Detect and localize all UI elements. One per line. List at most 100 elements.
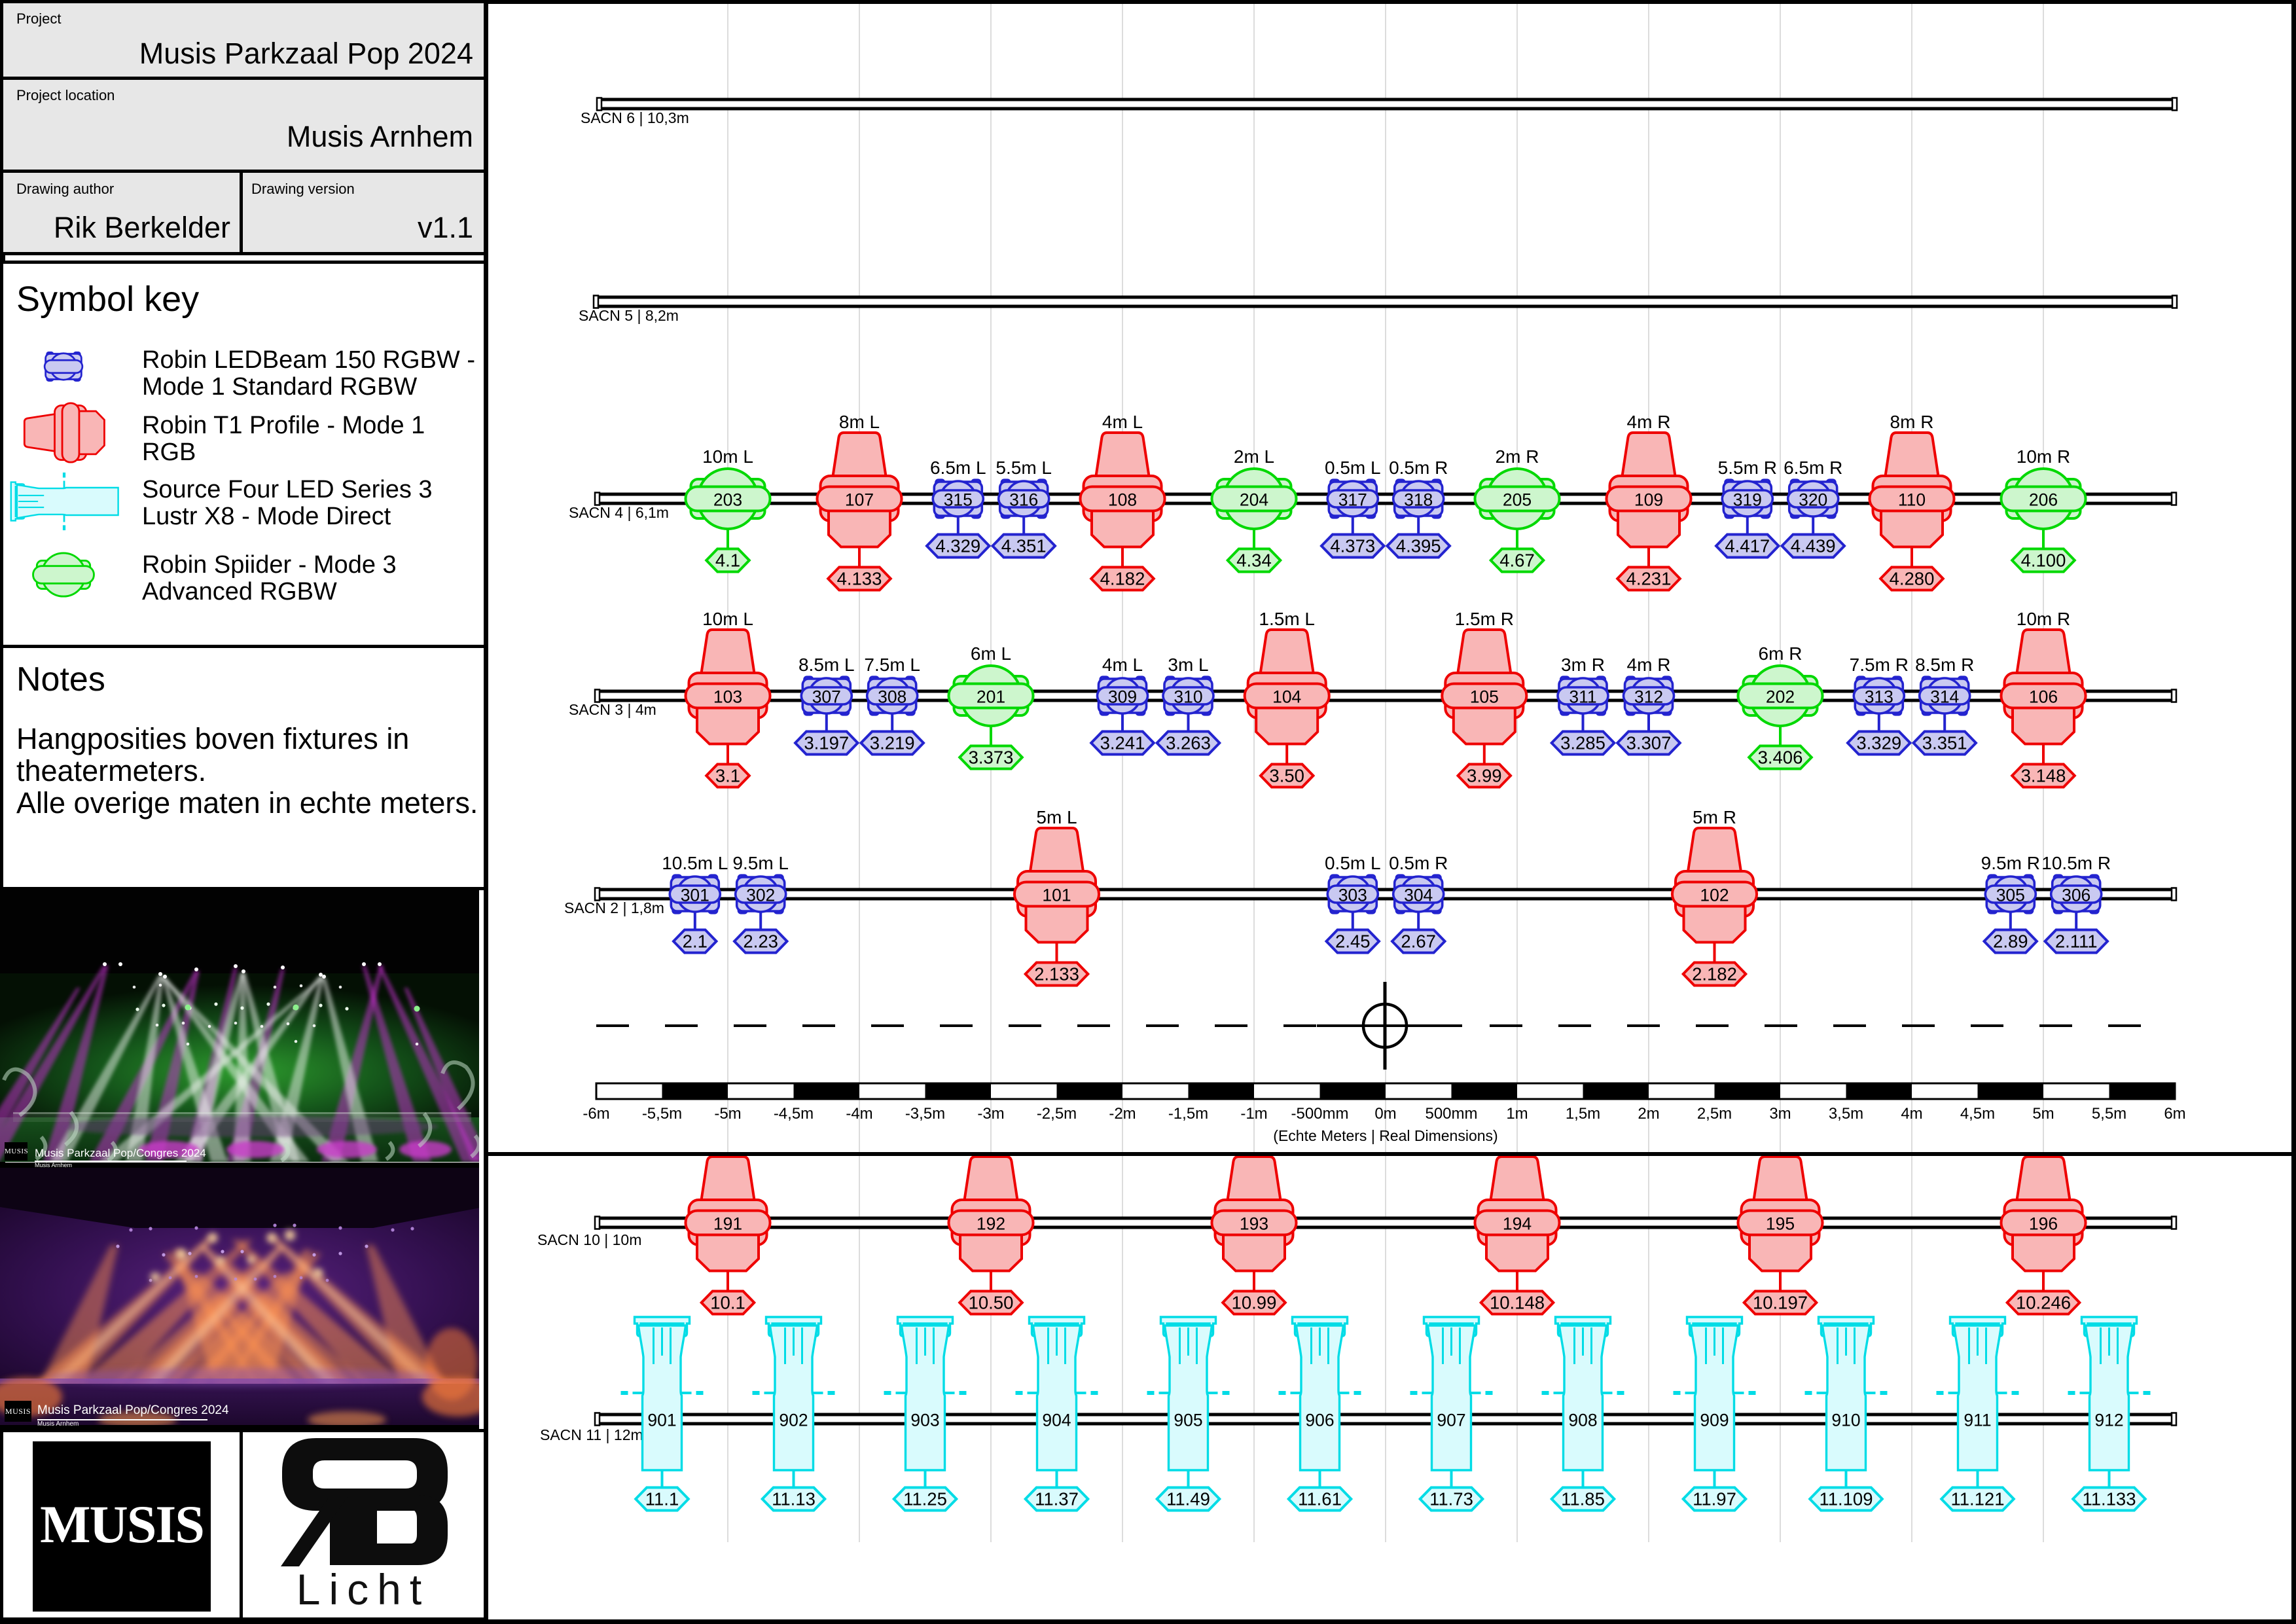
svg-text:11.97: 11.97 bbox=[1693, 1489, 1736, 1509]
svg-text:106: 106 bbox=[2029, 687, 2058, 707]
svg-text:317: 317 bbox=[1338, 490, 1367, 510]
svg-text:4.182: 4.182 bbox=[1100, 569, 1145, 589]
svg-text:908: 908 bbox=[1568, 1411, 1597, 1430]
svg-text:10.99: 10.99 bbox=[1232, 1293, 1277, 1313]
svg-text:-2,5m: -2,5m bbox=[1037, 1105, 1077, 1123]
svg-text:4,5m: 4,5m bbox=[1960, 1105, 1995, 1123]
svg-text:10.5m R: 10.5m R bbox=[2041, 853, 2111, 873]
svg-text:194: 194 bbox=[1503, 1214, 1532, 1234]
svg-text:316: 316 bbox=[1009, 490, 1038, 510]
svg-text:7.5m R: 7.5m R bbox=[1850, 655, 1909, 675]
svg-text:101: 101 bbox=[1042, 886, 1071, 905]
svg-text:-4,5m: -4,5m bbox=[774, 1105, 814, 1123]
svg-text:910: 910 bbox=[1831, 1411, 1860, 1430]
svg-text:103: 103 bbox=[713, 687, 742, 707]
svg-text:4.373: 4.373 bbox=[1330, 536, 1375, 556]
svg-text:11.73: 11.73 bbox=[1429, 1489, 1473, 1509]
svg-text:2.89: 2.89 bbox=[1993, 931, 2028, 952]
svg-text:4.417: 4.417 bbox=[1725, 536, 1770, 556]
svg-text:0.5m R: 0.5m R bbox=[1389, 458, 1448, 478]
svg-text:2.45: 2.45 bbox=[1335, 931, 1371, 952]
svg-text:195: 195 bbox=[1766, 1214, 1795, 1234]
svg-text:8.5m R: 8.5m R bbox=[1915, 655, 1974, 675]
svg-text:301: 301 bbox=[681, 886, 709, 905]
svg-text:902: 902 bbox=[779, 1411, 808, 1430]
svg-text:4.67: 4.67 bbox=[1499, 550, 1535, 571]
svg-text:3.285: 3.285 bbox=[1560, 733, 1605, 753]
svg-text:10m R: 10m R bbox=[2017, 609, 2070, 629]
svg-text:(Echte Meters | Real Dimension: (Echte Meters | Real Dimensions) bbox=[1273, 1127, 1498, 1144]
svg-text:11.61: 11.61 bbox=[1298, 1489, 1342, 1509]
svg-text:4.351: 4.351 bbox=[1001, 536, 1047, 556]
svg-text:5m L: 5m L bbox=[1036, 807, 1077, 827]
svg-text:4m R: 4m R bbox=[1627, 412, 1671, 432]
svg-text:309: 309 bbox=[1108, 687, 1137, 707]
svg-text:3m: 3m bbox=[1769, 1105, 1791, 1123]
svg-text:2m R: 2m R bbox=[1496, 446, 1539, 467]
svg-text:3.99: 3.99 bbox=[1467, 766, 1502, 786]
svg-text:2.1: 2.1 bbox=[683, 931, 708, 952]
svg-text:10.246: 10.246 bbox=[2016, 1293, 2071, 1313]
svg-text:319: 319 bbox=[1733, 490, 1762, 510]
svg-text:9.5m R: 9.5m R bbox=[1981, 853, 2040, 873]
svg-text:201: 201 bbox=[977, 687, 1005, 707]
svg-text:903: 903 bbox=[910, 1411, 939, 1430]
svg-text:1m: 1m bbox=[1506, 1105, 1528, 1123]
svg-text:4m: 4m bbox=[1901, 1105, 1922, 1123]
svg-text:SACN 2 | 1,8m: SACN 2 | 1,8m bbox=[564, 899, 664, 916]
svg-text:6.5m L: 6.5m L bbox=[930, 458, 986, 478]
svg-text:2.67: 2.67 bbox=[1401, 931, 1436, 952]
svg-text:4.395: 4.395 bbox=[1396, 536, 1441, 556]
svg-text:-6m: -6m bbox=[583, 1105, 609, 1123]
svg-text:-1,5m: -1,5m bbox=[1168, 1105, 1208, 1123]
svg-text:307: 307 bbox=[812, 687, 841, 707]
svg-text:3m R: 3m R bbox=[1561, 655, 1605, 675]
svg-text:10.148: 10.148 bbox=[1490, 1293, 1545, 1313]
svg-text:11.25: 11.25 bbox=[903, 1489, 947, 1509]
svg-text:11.121: 11.121 bbox=[1950, 1489, 2004, 1509]
svg-text:3.219: 3.219 bbox=[870, 733, 915, 753]
svg-text:10.197: 10.197 bbox=[1753, 1293, 1808, 1313]
svg-text:4.100: 4.100 bbox=[2021, 550, 2066, 571]
svg-text:5.5m L: 5.5m L bbox=[996, 458, 1052, 478]
svg-text:3m L: 3m L bbox=[1168, 655, 1208, 675]
svg-text:909: 909 bbox=[1700, 1411, 1729, 1430]
svg-text:SACN 6 | 10,3m: SACN 6 | 10,3m bbox=[581, 109, 689, 126]
svg-text:6m L: 6m L bbox=[971, 643, 1011, 664]
svg-text:4.231: 4.231 bbox=[1626, 569, 1672, 589]
svg-text:905: 905 bbox=[1174, 1411, 1202, 1430]
svg-text:304: 304 bbox=[1404, 886, 1433, 905]
svg-text:912: 912 bbox=[2094, 1411, 2123, 1430]
svg-text:102: 102 bbox=[1700, 886, 1729, 905]
svg-text:11.49: 11.49 bbox=[1166, 1489, 1210, 1509]
svg-text:5.5m R: 5.5m R bbox=[1718, 458, 1777, 478]
svg-text:SACN 11 | 12m: SACN 11 | 12m bbox=[540, 1426, 643, 1443]
svg-text:193: 193 bbox=[1240, 1214, 1268, 1234]
svg-text:SACN 4 | 6,1m: SACN 4 | 6,1m bbox=[569, 504, 669, 521]
svg-text:204: 204 bbox=[1240, 490, 1268, 510]
svg-text:7.5m L: 7.5m L bbox=[864, 655, 920, 675]
svg-text:-5,5m: -5,5m bbox=[642, 1105, 682, 1123]
svg-text:-4m: -4m bbox=[846, 1105, 872, 1123]
svg-text:303: 303 bbox=[1338, 886, 1367, 905]
svg-text:3.241: 3.241 bbox=[1100, 733, 1145, 753]
svg-text:4m L: 4m L bbox=[1102, 412, 1143, 432]
svg-text:11.133: 11.133 bbox=[2082, 1489, 2136, 1509]
svg-text:-2m: -2m bbox=[1109, 1105, 1136, 1123]
svg-text:-500mm: -500mm bbox=[1291, 1105, 1348, 1123]
svg-text:3.197: 3.197 bbox=[804, 733, 849, 753]
svg-text:192: 192 bbox=[977, 1214, 1005, 1234]
svg-text:3.263: 3.263 bbox=[1166, 733, 1211, 753]
svg-text:4m L: 4m L bbox=[1102, 655, 1143, 675]
svg-text:313: 313 bbox=[1865, 687, 1893, 707]
svg-text:904: 904 bbox=[1042, 1411, 1071, 1430]
svg-text:3.329: 3.329 bbox=[1856, 733, 1901, 753]
svg-text:0.5m R: 0.5m R bbox=[1389, 853, 1448, 873]
svg-text:205: 205 bbox=[1503, 490, 1532, 510]
svg-text:8m L: 8m L bbox=[839, 412, 880, 432]
svg-text:109: 109 bbox=[1634, 490, 1663, 510]
svg-text:305: 305 bbox=[1996, 886, 2025, 905]
svg-text:308: 308 bbox=[878, 687, 906, 707]
svg-text:302: 302 bbox=[746, 886, 775, 905]
svg-text:2.111: 2.111 bbox=[2055, 931, 2098, 952]
